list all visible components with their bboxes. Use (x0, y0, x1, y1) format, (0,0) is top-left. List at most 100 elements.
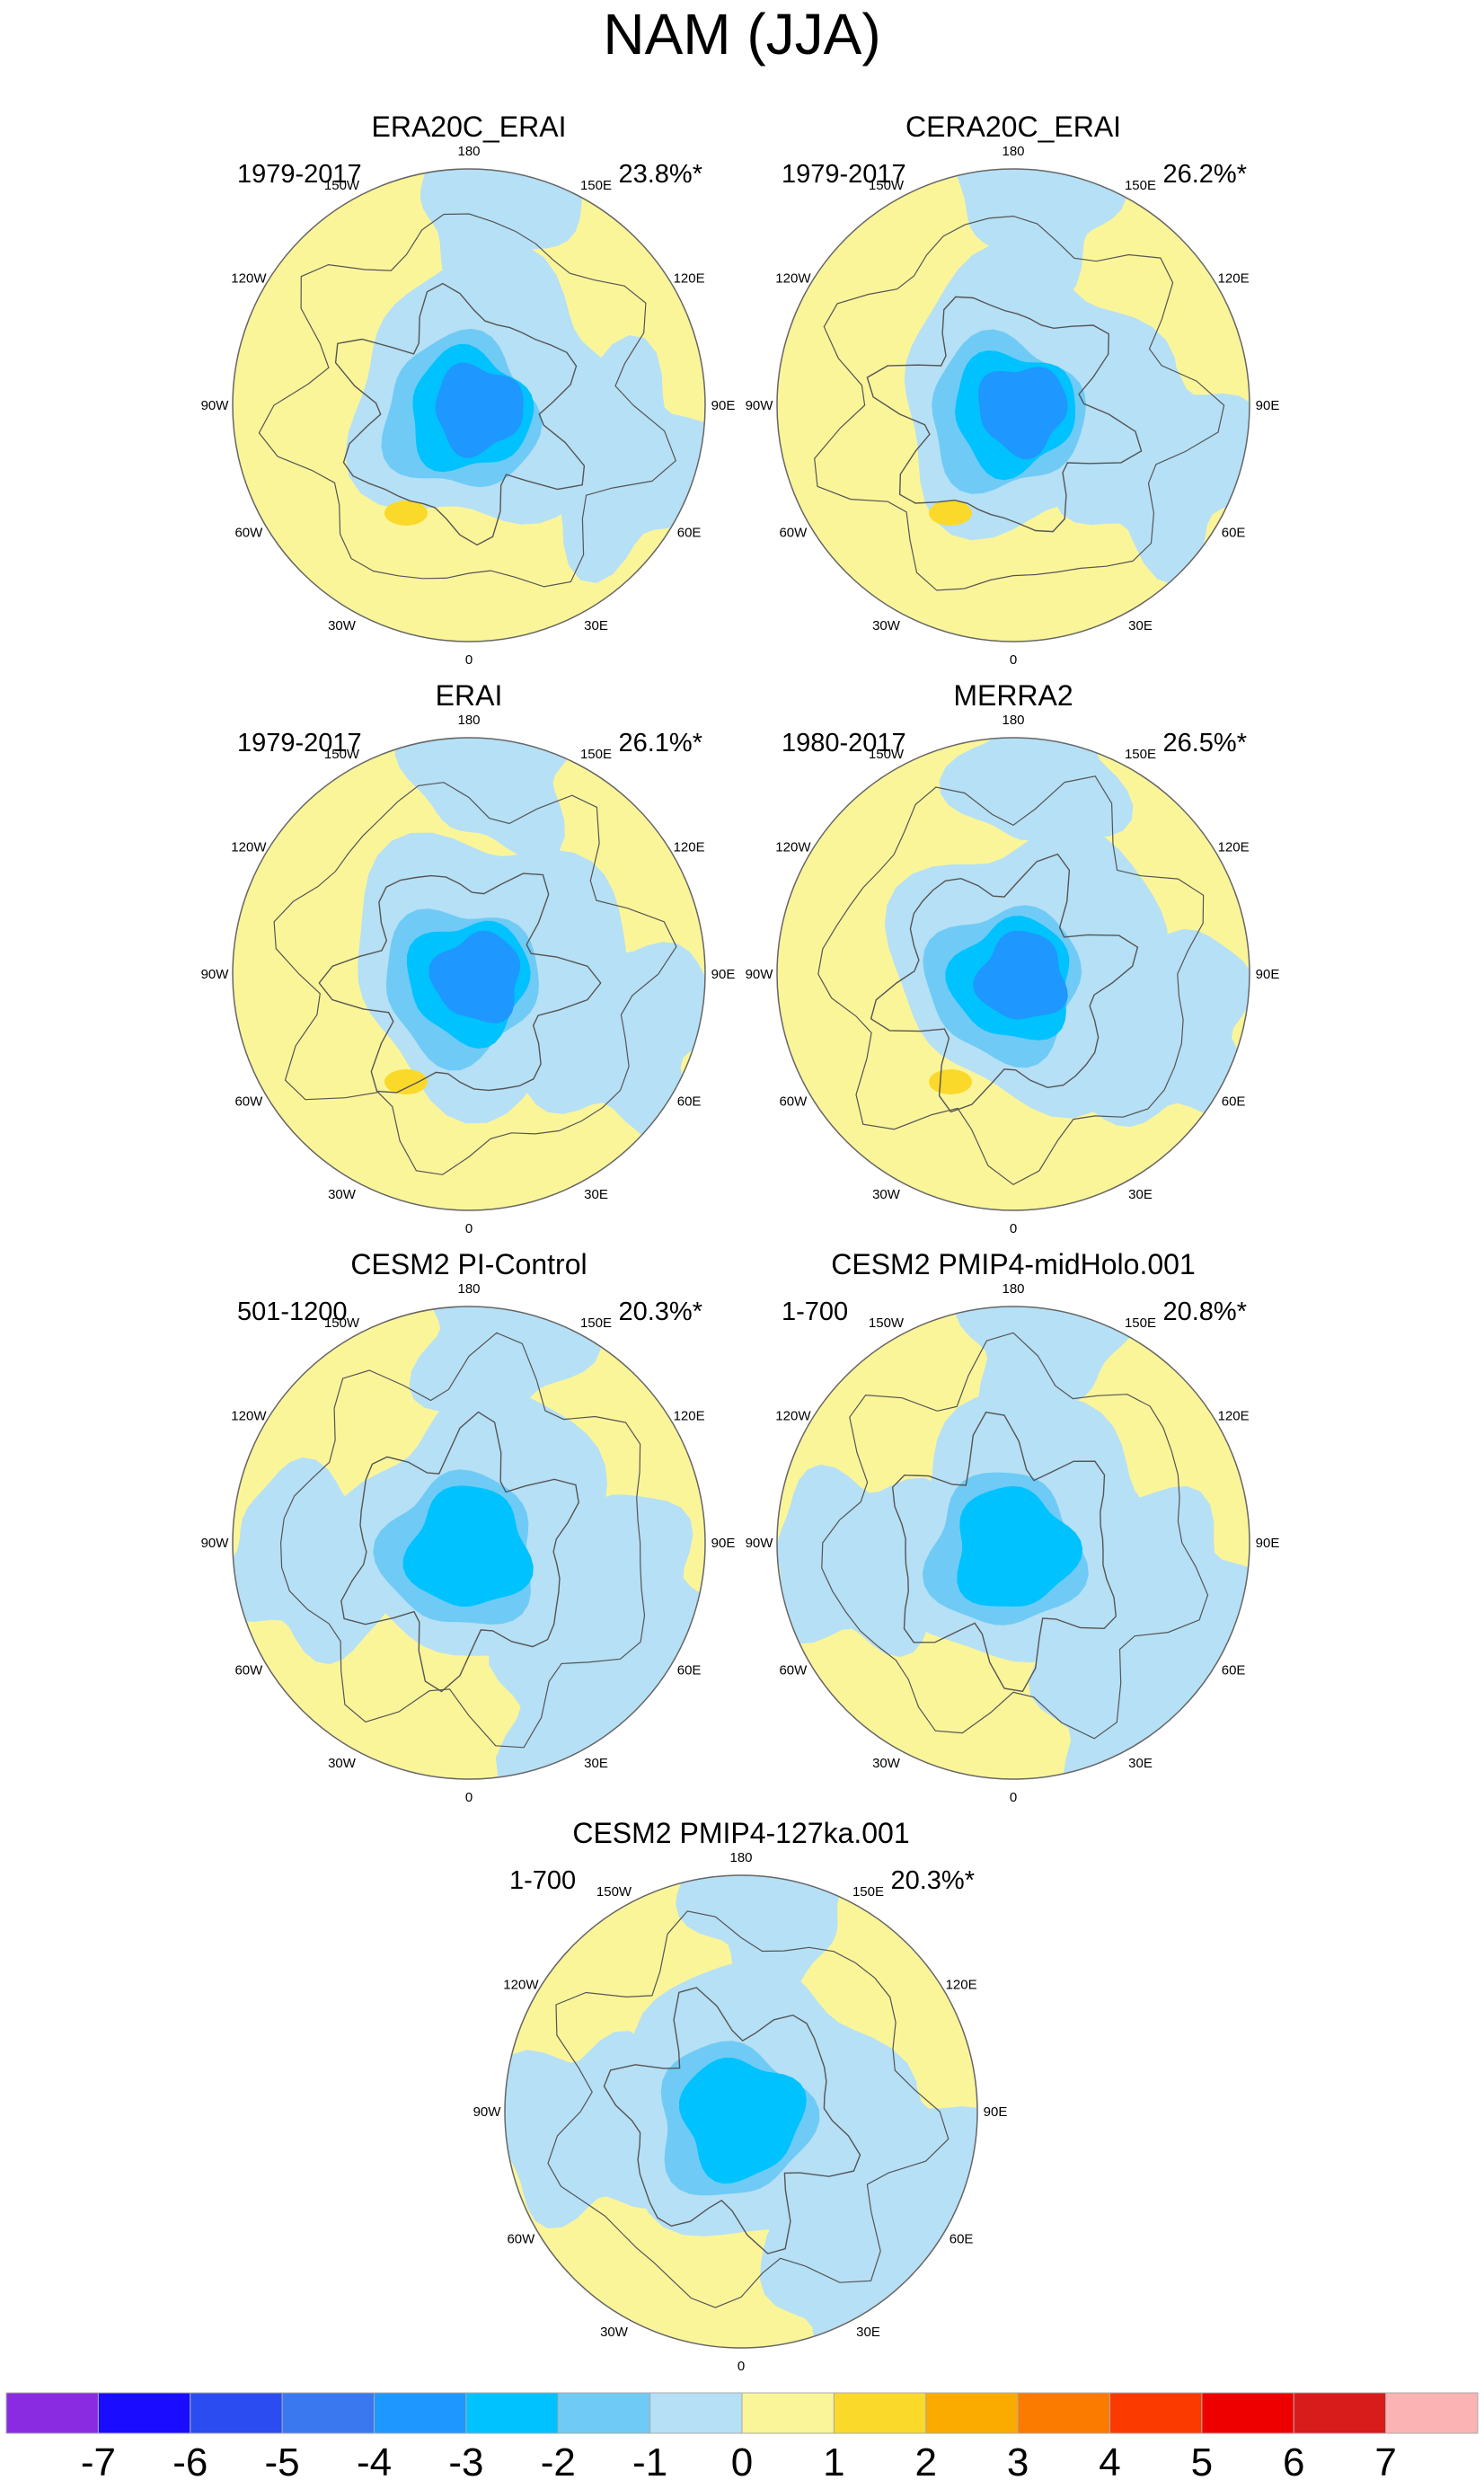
map-boundary (776, 168, 1250, 642)
longitude-label: 150E (580, 178, 612, 193)
longitude-label: 120W (775, 1409, 811, 1424)
negative-region (499, 335, 705, 583)
coastline (279, 1332, 646, 1749)
polar-map: 180 150E 120E 90E 60E 30E 0 30W 60W 90W 120W 150W (746, 1281, 1280, 1805)
longitude-label: 30W (872, 618, 901, 633)
longitude-label: 60W (234, 526, 263, 541)
negative-region (505, 2031, 676, 2228)
map-boundary (504, 1874, 978, 2349)
panel-period: 1-700 (782, 1298, 849, 1326)
longitude-label: 150E (852, 1884, 884, 1900)
longitude-label: 90W (473, 2104, 502, 2120)
coastline (318, 872, 602, 1094)
negative-region (409, 1307, 601, 1412)
longitude-label: 120W (775, 271, 811, 287)
longitude-label: 60W (779, 526, 808, 541)
longitude-label: 90E (711, 398, 736, 413)
positive-core-contour (384, 500, 428, 526)
polar-map: 180 150E 120E 90E 60E 30E 0 30W 60W 90W 120W 150W (746, 713, 1280, 1236)
longitude-label: 150W (324, 178, 360, 193)
longitude-label: 180 (1002, 144, 1024, 159)
longitude-label: 120E (1218, 271, 1250, 287)
map-boundary (232, 737, 706, 1211)
longitude-label: 90W (201, 967, 230, 982)
panel-title: CESM2 PI-Control (350, 1248, 587, 1280)
longitude-label: 150W (596, 1884, 632, 1900)
colorbar-swatch (1385, 2392, 1479, 2434)
longitude-label: 30W (328, 1187, 357, 1202)
negative-core-contour (978, 367, 1068, 460)
colorbar-tick-label: -5 (265, 2440, 300, 2485)
longitude-label: 0 (465, 1221, 473, 1236)
colorbar-swatch (1109, 2392, 1203, 2434)
colorbar-tick-label: 6 (1283, 2440, 1304, 2485)
longitude-label: 120W (503, 1978, 539, 1993)
negative-core-contour (973, 930, 1068, 1020)
colorbar-tick-label: -3 (448, 2440, 483, 2485)
longitude-label: 0 (1010, 652, 1017, 668)
panel-title: ERA20C_ERAI (371, 111, 567, 143)
coastline (603, 1987, 861, 2254)
positive-core-contour (384, 1069, 428, 1094)
longitude-label: 120E (674, 840, 705, 855)
panel-period: 1979-2017 (237, 160, 362, 189)
colorbar-swatch (97, 2392, 191, 2434)
negative-region (676, 1875, 852, 2009)
longitude-label: 30E (1128, 1187, 1153, 1202)
colorbar-swatch (741, 2392, 835, 2434)
longitude-label: 120W (775, 840, 811, 855)
longitude-label: 180 (1002, 713, 1024, 728)
longitude-label: 30W (600, 2325, 629, 2340)
colorbar-tick-label: 5 (1191, 2440, 1213, 2485)
polar-map: 180 150E 120E 90E 60E 30E 0 30W 60W 90W 120W 150W (201, 144, 736, 668)
longitude-label: 0 (1010, 1790, 1017, 1805)
longitude-label: 60E (677, 526, 702, 541)
longitude-label: 0 (465, 652, 473, 668)
colorbar-swatch (649, 2392, 743, 2434)
coastline (870, 853, 1139, 1113)
longitude-label: 90W (746, 967, 774, 982)
negative-region (420, 169, 584, 301)
panel-period: 1980-2017 (782, 729, 906, 757)
longitude-label: 0 (465, 1790, 473, 1805)
longitude-label: 60E (677, 1094, 702, 1110)
colorbar-swatch (465, 2392, 559, 2434)
longitude-label: 120E (946, 1978, 977, 1993)
colorbar-tick-label: -6 (172, 2440, 208, 2485)
longitude-label: 0 (738, 2359, 745, 2374)
panel-variance-explained: 26.2%* (1162, 160, 1247, 189)
negative-region (939, 738, 1134, 841)
longitude-label: 180 (457, 713, 480, 728)
colorbar-tick-label: 7 (1374, 2440, 1396, 2485)
negative-core-contour (679, 2057, 807, 2184)
longitude-label: 180 (1002, 1281, 1024, 1297)
longitude-label: 120W (231, 1409, 267, 1424)
longitude-label: 90E (984, 2104, 1008, 2120)
panel-variance-explained: 23.8%* (618, 160, 702, 189)
colorbar-swatch (281, 2392, 375, 2434)
longitude-label: 60E (1222, 526, 1246, 541)
colorbar-swatch (190, 2392, 283, 2434)
colorbar-tick-label: 2 (915, 2440, 937, 2485)
longitude-label: 60E (1222, 1094, 1246, 1110)
polar-map: 180 150E 120E 90E 60E 30E 0 30W 60W 90W 120W 150W (201, 713, 736, 1236)
longitude-label: 180 (457, 1281, 480, 1297)
colorbar-tick-label: 4 (1099, 2440, 1120, 2485)
panel-period: 1-700 (509, 1866, 577, 1895)
colorbar-swatch (925, 2392, 1019, 2434)
positive-core-contour (929, 500, 972, 526)
longitude-label: 120W (231, 840, 267, 855)
panel-variance-explained: 20.3%* (618, 1298, 702, 1326)
coastline (340, 1411, 579, 1693)
negative-region (955, 1307, 1142, 1431)
panel-title: CERA20C_ERAI (905, 111, 1122, 143)
polar-map: 180 150E 120E 90E 60E 30E 0 30W 60W 90W 120W 150W (473, 1850, 1008, 2374)
longitude-label: 30E (1128, 618, 1153, 633)
longitude-label: 60W (234, 1663, 263, 1679)
panel-title: MERRA2 (953, 679, 1073, 712)
longitude-label: 60W (507, 2232, 535, 2247)
negative-region (394, 738, 575, 861)
panel-title: CESM2 PMIP4-midHolo.001 (831, 1248, 1196, 1280)
colorbar-swatch (833, 2392, 927, 2434)
